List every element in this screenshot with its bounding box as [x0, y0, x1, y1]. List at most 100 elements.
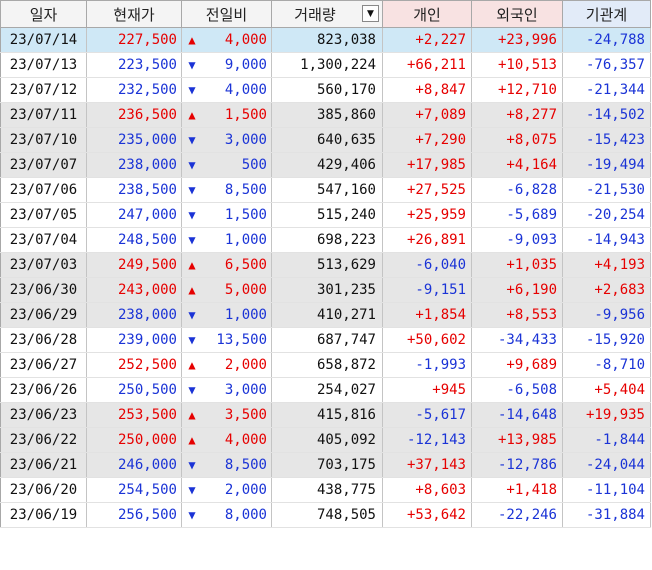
table-row[interactable]: 23/07/04 248,500 ▼ 1,000 698,223 +26,891 -9,09…	[0, 227, 651, 253]
table-row[interactable]: 23/06/19 256,500 ▼ 8,000 748,505 +53,642 -22,2…	[0, 502, 651, 528]
column-header-foreign[interactable]: 외국인	[471, 0, 563, 28]
change-cell: ▲ 1,500	[181, 102, 272, 128]
price-cell: 254,500	[86, 477, 182, 503]
change-value: 2,000	[224, 482, 267, 498]
triangle-up-icon: ▲	[188, 258, 196, 272]
volume-dropdown-button[interactable]: ▼	[362, 5, 379, 22]
table-row[interactable]: 23/06/23 253,500 ▲ 3,500 415,816 -5,617 -14,64…	[0, 402, 651, 428]
table-row[interactable]: 23/07/05 247,000 ▼ 1,500 515,240 +25,959 -5,68…	[0, 202, 651, 228]
individual-cell: +66,211	[382, 52, 472, 78]
column-header-individual[interactable]: 개인	[382, 0, 472, 28]
table-row[interactable]: 23/07/13 223,500 ▼ 9,000 1,300,224 +66,211 +10…	[0, 52, 651, 78]
triangle-up-icon: ▲	[188, 283, 196, 297]
foreign-cell: +23,996	[471, 27, 563, 53]
individual-cell: +50,602	[382, 327, 472, 353]
institution-cell: -15,423	[562, 127, 651, 153]
table-row[interactable]: 23/06/26 250,500 ▼ 3,000 254,027 +945 -6,508 +5…	[0, 377, 651, 403]
table-row[interactable]: 23/07/11 236,500 ▲ 1,500 385,860 +7,089 +8,277…	[0, 102, 651, 128]
date-cell: 23/07/13	[0, 52, 87, 78]
change-cell: ▼ 8,500	[181, 452, 272, 478]
institution-cell: -24,044	[562, 452, 651, 478]
price-cell: 243,000	[86, 277, 182, 303]
date-cell: 23/07/10	[0, 127, 87, 153]
table-row[interactable]: 23/07/06 238,500 ▼ 8,500 547,160 +27,525 -6,82…	[0, 177, 651, 203]
triangle-down-icon: ▼	[188, 458, 196, 472]
date-cell: 23/07/04	[0, 227, 87, 253]
price-cell: 252,500	[86, 352, 182, 378]
foreign-cell: +9,689	[471, 352, 563, 378]
change-value: 1,000	[224, 307, 267, 323]
table-row[interactable]: 23/07/07 238,000 ▼ 500 429,406 +17,985 +4,164-…	[0, 152, 651, 178]
individual-cell: +37,143	[382, 452, 472, 478]
date-cell: 23/06/28	[0, 327, 87, 353]
date-cell: 23/06/30	[0, 277, 87, 303]
date-cell: 23/06/23	[0, 402, 87, 428]
change-value: 1,500	[224, 107, 267, 123]
price-cell: 223,500	[86, 52, 182, 78]
change-cell: ▼ 1,000	[181, 227, 272, 253]
column-header-price[interactable]: 현재가	[86, 0, 182, 28]
change-cell: ▼ 3,000	[181, 377, 272, 403]
triangle-down-icon: ▼	[188, 333, 196, 347]
column-header-change[interactable]: 전일비	[181, 0, 272, 28]
change-value: 1,500	[224, 207, 267, 223]
stock-daily-table: 일자 현재가 전일비 거래량 ▼ 개인 외국인 기관계 23/07/14 227,…	[0, 0, 651, 528]
change-value: 3,500	[224, 407, 267, 423]
triangle-up-icon: ▲	[188, 33, 196, 47]
individual-cell: -12,143	[382, 427, 472, 453]
triangle-up-icon: ▲	[188, 408, 196, 422]
date-cell: 23/06/19	[0, 502, 87, 528]
change-cell: ▲ 6,500	[181, 252, 272, 278]
volume-cell: 560,170	[271, 77, 383, 103]
table-row[interactable]: 23/06/29 238,000 ▼ 1,000 410,271 +1,854 +8,553…	[0, 302, 651, 328]
column-header-date[interactable]: 일자	[0, 0, 87, 28]
volume-cell: 438,775	[271, 477, 383, 503]
triangle-down-icon: ▼	[188, 383, 196, 397]
table-row[interactable]: 23/07/14 227,500 ▲ 4,000 823,038 +2,227 +23,99…	[0, 27, 651, 53]
institution-cell: -11,104	[562, 477, 651, 503]
table-row[interactable]: 23/06/27 252,500 ▲ 2,000 658,872 -1,993 +9,689…	[0, 352, 651, 378]
table-row[interactable]: 23/07/12 232,500 ▼ 4,000 560,170 +8,847 +12,71…	[0, 77, 651, 103]
triangle-down-icon: ▼	[188, 83, 196, 97]
institution-cell: +5,404	[562, 377, 651, 403]
foreign-cell: -9,093	[471, 227, 563, 253]
foreign-cell: -14,648	[471, 402, 563, 428]
table-row[interactable]: 23/06/20 254,500 ▼ 2,000 438,775 +8,603 +1,418…	[0, 477, 651, 503]
individual-cell: +945	[382, 377, 472, 403]
change-cell: ▼ 500	[181, 152, 272, 178]
change-value: 13,500	[216, 332, 267, 348]
price-cell: 250,000	[86, 427, 182, 453]
institution-cell: -14,943	[562, 227, 651, 253]
change-cell: ▼ 8,500	[181, 177, 272, 203]
change-value: 5,000	[224, 282, 267, 298]
table-row[interactable]: 23/06/28 239,000 ▼ 13,500 687,747 +50,602 -34,…	[0, 327, 651, 353]
table-row[interactable]: 23/07/03 249,500 ▲ 6,500 513,629 -6,040 +1,035…	[0, 252, 651, 278]
table-row[interactable]: 23/07/10 235,000 ▼ 3,000 640,635 +7,290 +8,075…	[0, 127, 651, 153]
triangle-up-icon: ▲	[188, 358, 196, 372]
institution-cell: +19,935	[562, 402, 651, 428]
price-cell: 236,500	[86, 102, 182, 128]
price-cell: 249,500	[86, 252, 182, 278]
individual-cell: +53,642	[382, 502, 472, 528]
table-row[interactable]: 23/06/21 246,000 ▼ 8,500 703,175 +37,143 -12,7…	[0, 452, 651, 478]
change-value: 4,000	[224, 82, 267, 98]
foreign-cell: -12,786	[471, 452, 563, 478]
price-cell: 239,000	[86, 327, 182, 353]
institution-cell: -21,344	[562, 77, 651, 103]
triangle-down-icon: ▼	[367, 8, 374, 19]
date-cell: 23/07/11	[0, 102, 87, 128]
table-row[interactable]: 23/06/22 250,000 ▲ 4,000 405,092 -12,143 +13,9…	[0, 427, 651, 453]
change-cell: ▼ 2,000	[181, 477, 272, 503]
change-value: 8,500	[224, 457, 267, 473]
volume-cell: 254,027	[271, 377, 383, 403]
triangle-down-icon: ▼	[188, 508, 196, 522]
column-header-volume[interactable]: 거래량 ▼	[271, 0, 383, 28]
change-cell: ▼ 1,000	[181, 302, 272, 328]
change-cell: ▲ 4,000	[181, 27, 272, 53]
price-cell: 238,500	[86, 177, 182, 203]
institution-cell: -9,956	[562, 302, 651, 328]
price-cell: 246,000	[86, 452, 182, 478]
column-header-institution[interactable]: 기관계	[562, 0, 651, 28]
triangle-up-icon: ▲	[188, 433, 196, 447]
table-row[interactable]: 23/06/30 243,000 ▲ 5,000 301,235 -9,151 +6,190…	[0, 277, 651, 303]
